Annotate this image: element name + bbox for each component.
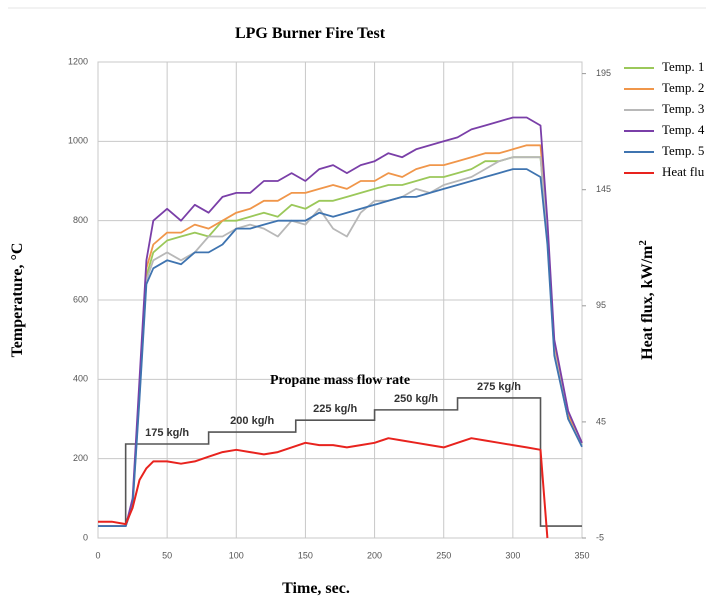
- y2-tick-label: 145: [596, 184, 611, 194]
- legend-label: Temp. 3: [662, 101, 704, 116]
- legend-label: Temp. 2: [662, 80, 704, 95]
- x-tick-label: 0: [95, 550, 100, 560]
- flow-rate-label: 225 kg/h: [313, 403, 357, 415]
- x-axis-label: Time, sec.: [282, 580, 350, 597]
- y-tick-label: 400: [73, 374, 88, 384]
- legend-label: Temp. 4: [662, 122, 705, 137]
- flow-rate-line: [98, 397, 582, 527]
- series-line: [98, 144, 583, 527]
- series-line: [98, 437, 549, 539]
- chart-title: LPG Burner Fire Test: [235, 25, 386, 42]
- legend-label: Heat flu: [662, 164, 705, 179]
- x-tick-label: 200: [367, 550, 382, 560]
- y-tick-label: 1000: [68, 136, 88, 146]
- flow-rate-label: 250 kg/h: [394, 393, 438, 405]
- y-tick-label: 600: [73, 294, 88, 304]
- y2-label-sup: 2: [637, 240, 649, 246]
- y-tick-label: 200: [73, 453, 88, 463]
- y2-axis-label: Heat flux, kW/m2: [637, 240, 656, 360]
- legend-label: Temp. 5: [662, 143, 704, 158]
- flow-rate-label: 275 kg/h: [477, 381, 521, 393]
- y-tick-label: 1200: [68, 56, 88, 66]
- y-tick-label: 0: [83, 532, 88, 542]
- series-line: [98, 168, 583, 527]
- y2-tick-label: 95: [596, 300, 606, 310]
- x-tick-label: 350: [574, 550, 589, 560]
- x-tick-label: 300: [505, 550, 520, 560]
- x-tick-label: 100: [229, 550, 244, 560]
- series-line: [98, 116, 583, 527]
- y-axis-label: Temperature, °C: [9, 243, 26, 358]
- x-tick-label: 50: [162, 550, 172, 560]
- flow-rate-label: 175 kg/h: [145, 427, 189, 439]
- y2-tick-label: -5: [596, 532, 604, 542]
- flow-rate-label: 200 kg/h: [230, 415, 274, 427]
- legend-label: Temp. 1: [662, 59, 704, 74]
- flow-rate-title: Propane mass flow rate: [270, 373, 410, 388]
- y2-tick-label: 195: [596, 68, 611, 78]
- y2-label-text: Heat flux, kW/m: [639, 245, 656, 360]
- series-line: [98, 156, 583, 527]
- y-tick-label: 800: [73, 215, 88, 225]
- x-tick-label: 250: [436, 550, 451, 560]
- y2-tick-label: 45: [596, 416, 606, 426]
- x-tick-label: 150: [298, 550, 313, 560]
